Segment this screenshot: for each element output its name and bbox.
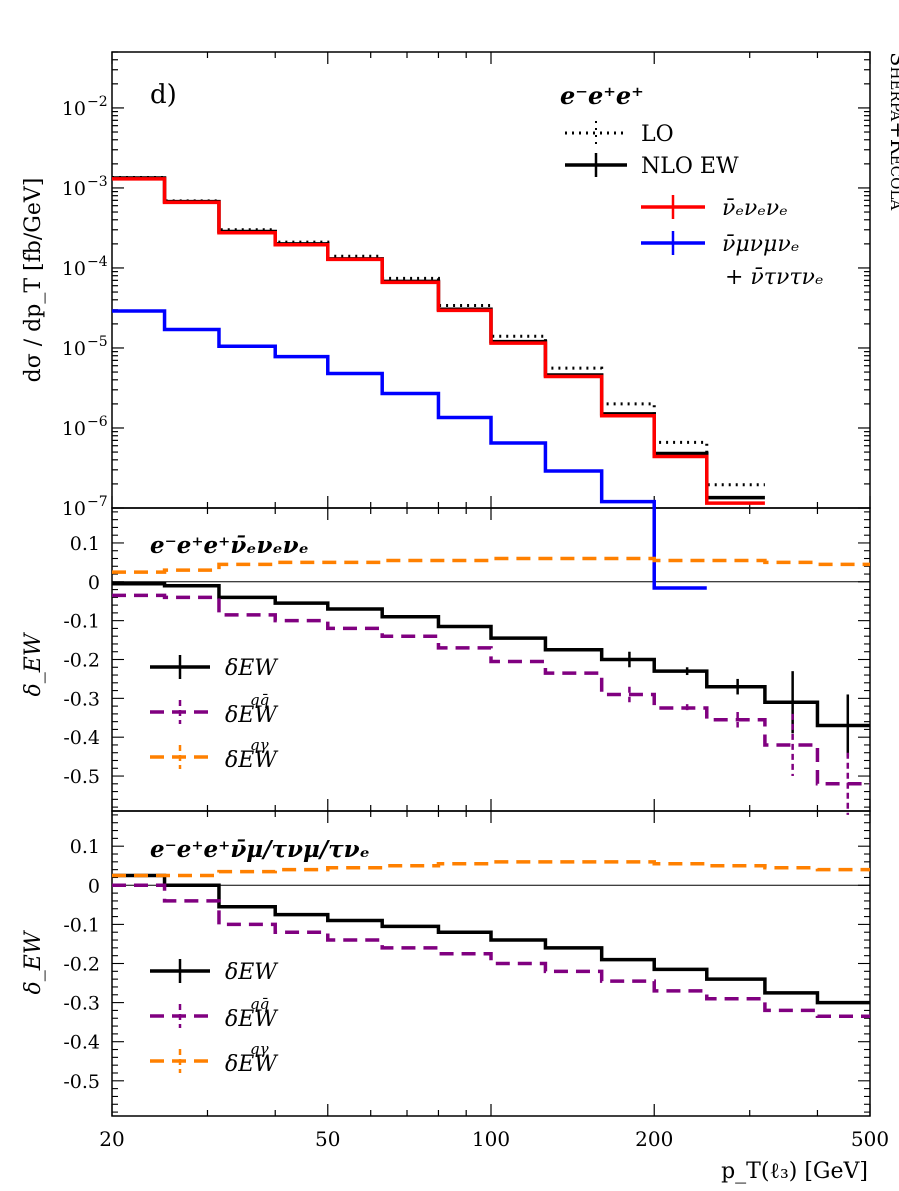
bottom-legend-qg-sup: qγ (250, 1040, 269, 1058)
y-tick-label: 0.1 (70, 533, 100, 555)
y-tick-label: -0.5 (63, 766, 100, 788)
middle-legend-qq-label: δEW (225, 703, 279, 728)
series-line (112, 556, 870, 574)
y-tick-label: -0.2 (63, 650, 100, 672)
series-line (112, 860, 870, 878)
y-tick-label: -0.5 (63, 1071, 100, 1093)
series-line (112, 873, 870, 1005)
middle-panel-title: e⁻e⁺e⁺ν̄ₑνₑνₑ (150, 532, 309, 559)
y-tick-label: 10 (62, 418, 86, 440)
x-tick-label: 50 (315, 1127, 340, 1151)
y-tick-label: 10 (62, 98, 86, 120)
series-line (112, 309, 707, 590)
series-line (112, 593, 870, 786)
bottom-y-axis-label: δ_EW (21, 929, 46, 994)
data-curves (112, 176, 870, 1019)
y-tick-label-exp: −4 (87, 254, 108, 270)
bottom-legend-qg-label: δEW (225, 1052, 279, 1077)
x-tick-label: 200 (635, 1127, 673, 1151)
series-line (112, 176, 765, 500)
y-tick-label: -0.3 (63, 688, 100, 710)
middle-y-axis-label: δ_EW (21, 631, 46, 696)
y-tick-label-exp: −5 (87, 334, 108, 350)
y-tick-label: -0.1 (63, 611, 100, 633)
bottom-legend-qq-label: δEW (225, 1007, 279, 1032)
y-tick-label-exp: −3 (87, 174, 108, 190)
middle-legend-ew-label: δEW (225, 656, 279, 681)
middle-legend-qg-sup: qγ (250, 736, 269, 754)
bottom-panel-title: e⁻e⁺e⁺ν̄μ/τνμ/τνₑ (150, 836, 370, 863)
x-axis-label: p_T(ℓ₃) [GeV] (721, 1159, 868, 1184)
middle-legend-qq-sup: qq̄ (250, 691, 269, 709)
y-tick-label: -0.3 (63, 993, 100, 1015)
y-tick-label-exp: −6 (87, 414, 108, 430)
watermark: Sherpa+Recola (886, 52, 899, 210)
bottom-legend: δEW δEW qq̄ δEW qγ (150, 959, 279, 1077)
y-tick-label: 10 (62, 338, 86, 360)
series-line (112, 883, 870, 1019)
tick-labels: 10−210−310−410−510−610 −70.10-0.1-0.2-0.3… (62, 94, 889, 1151)
y-tick-label: 10 (62, 258, 86, 280)
y-tick-label: 0.1 (70, 836, 100, 858)
y-tick-label: 10 (62, 498, 86, 520)
axis-ticks (111, 51, 871, 1116)
legend-mu-label-2: + ν̄τντνₑ (725, 265, 823, 290)
y-tick-label: 10 (62, 178, 86, 200)
x-tick-label: 20 (99, 1127, 124, 1151)
y-tick-label: -0.4 (63, 727, 100, 749)
legend-e-label: ν̄ₑνₑνₑ (722, 196, 788, 221)
legend-title: e⁻e⁺e⁺ (560, 81, 644, 110)
y-tick-label: -0.1 (63, 914, 100, 936)
middle-legend-qg-label: δEW (225, 748, 279, 773)
x-tick-label: 500 (851, 1127, 889, 1151)
y-tick-label: -0.4 (63, 1032, 100, 1054)
legend-mu-label-1: ν̄μνμνₑ (722, 232, 799, 257)
bottom-legend-ew-label: δEW (225, 960, 279, 985)
y-tick-label: 0 (88, 875, 100, 897)
bottom-legend-qq-sup: qq̄ (250, 995, 269, 1013)
y-tick-label-exp: −2 (87, 94, 108, 110)
top-legend: e⁻e⁺e⁺ LO NLO EW ν̄ₑνₑνₑ ν̄μνμνₑ + ν̄τντ… (560, 81, 823, 290)
error-bars (628, 651, 850, 815)
series-line (112, 582, 870, 728)
top-y-axis-label: dσ / dp_T [fb/GeV] (21, 178, 46, 383)
y-tick-label: 0 (88, 572, 100, 594)
legend-lo-label: LO (641, 122, 674, 147)
x-tick-label: 100 (472, 1127, 510, 1151)
y-tick-label-exp: −7 (87, 494, 108, 510)
y-tick-label: -0.2 (63, 954, 100, 976)
legend-nlo-label: NLO EW (641, 154, 739, 179)
middle-legend: δEW δEW qq̄ δEW qγ (150, 655, 279, 773)
series-line (112, 177, 765, 505)
panel-label: d) (150, 80, 177, 110)
